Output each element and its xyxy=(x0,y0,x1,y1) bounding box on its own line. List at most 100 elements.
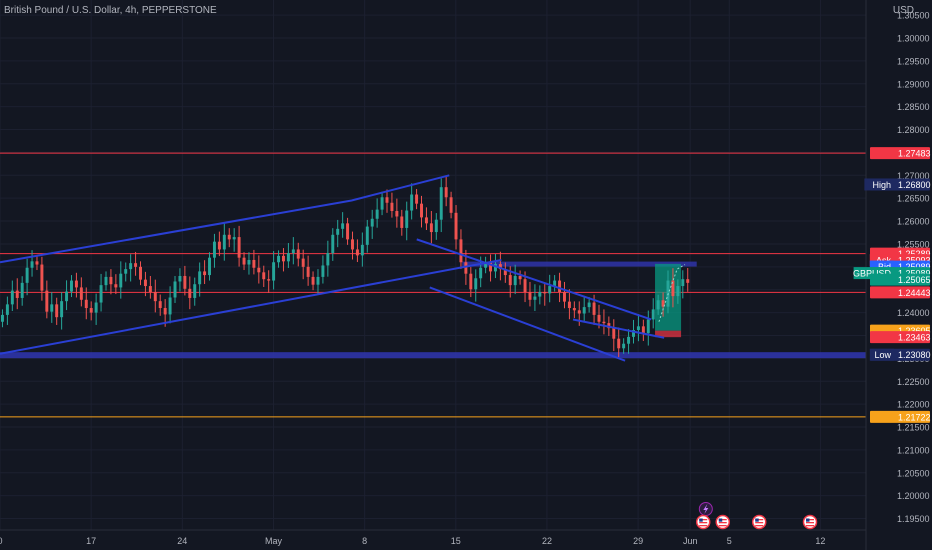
y-tick-label: 1.21500 xyxy=(897,423,930,433)
candle xyxy=(30,261,34,268)
price-badge xyxy=(870,147,930,160)
candle xyxy=(464,262,468,274)
candle xyxy=(424,217,428,224)
candle xyxy=(602,321,606,324)
candle xyxy=(277,255,281,263)
candle xyxy=(400,216,404,228)
candle xyxy=(686,279,690,283)
candle xyxy=(0,314,4,322)
candle xyxy=(109,276,113,285)
candle xyxy=(355,249,359,256)
candle xyxy=(627,336,631,344)
candle xyxy=(607,323,611,329)
candle xyxy=(168,297,172,315)
candle xyxy=(459,239,463,263)
x-tick-label: 15 xyxy=(451,536,461,546)
down-channel-upper-trendline xyxy=(416,238,652,321)
y-tick-label: 1.26000 xyxy=(897,217,930,227)
candle xyxy=(331,234,335,254)
y-tick-label: 1.19500 xyxy=(897,514,930,524)
x-tick-label: 8 xyxy=(362,536,367,546)
candle xyxy=(257,267,261,273)
candle xyxy=(341,223,345,229)
candle xyxy=(518,275,522,280)
candle xyxy=(474,278,478,290)
candle xyxy=(183,275,187,289)
candle xyxy=(134,263,138,267)
lightning-icon xyxy=(698,502,713,516)
candle xyxy=(681,279,685,287)
candle xyxy=(498,264,502,270)
candle xyxy=(572,308,576,311)
candle xyxy=(661,300,665,307)
candle xyxy=(567,301,571,309)
price-badge-tag xyxy=(864,178,894,191)
candle xyxy=(212,241,216,258)
candle xyxy=(632,329,635,337)
price-badge-value: 1.26800 xyxy=(898,180,931,190)
candle xyxy=(587,302,591,308)
x-tick-label: 12 xyxy=(815,536,825,546)
axis-currency: USD xyxy=(892,5,914,16)
us-flag-icon xyxy=(751,514,767,530)
candle xyxy=(420,203,423,218)
candle xyxy=(503,269,507,276)
candle xyxy=(375,209,379,219)
candle xyxy=(523,279,527,293)
candle xyxy=(35,261,39,265)
candle xyxy=(237,237,241,258)
price-badge xyxy=(870,410,930,423)
candle xyxy=(508,275,512,286)
candle xyxy=(94,302,98,313)
candle xyxy=(60,301,64,318)
candle xyxy=(548,286,552,294)
price-badge-value: 1.21722 xyxy=(898,412,931,422)
y-tick-label: 1.29000 xyxy=(897,79,930,89)
candle xyxy=(153,292,157,302)
candle xyxy=(301,258,305,267)
candle xyxy=(513,275,517,286)
candle xyxy=(553,280,557,287)
candle xyxy=(119,273,123,288)
candle xyxy=(336,228,340,235)
x-tick-label: 24 xyxy=(177,536,187,546)
us-flag-icon xyxy=(715,514,731,530)
candle xyxy=(178,275,182,282)
y-tick-label: 1.20500 xyxy=(897,468,930,478)
candle xyxy=(10,290,14,305)
candle xyxy=(163,308,167,315)
candle xyxy=(222,234,226,250)
candle xyxy=(528,292,532,300)
down-channel-lower-trendline xyxy=(429,286,626,362)
candle xyxy=(20,282,24,298)
candle xyxy=(385,197,389,203)
candle xyxy=(493,264,497,272)
candle xyxy=(429,223,433,233)
candle xyxy=(188,288,192,298)
candle xyxy=(306,266,310,277)
y-tick-label: 1.22500 xyxy=(897,377,930,387)
candle xyxy=(262,272,266,280)
candle xyxy=(114,284,118,288)
candle xyxy=(434,219,438,233)
resistance-zone xyxy=(462,261,697,267)
candle xyxy=(454,212,458,240)
candle xyxy=(267,279,271,281)
y-tick-label: 1.20000 xyxy=(897,491,930,501)
candle xyxy=(651,309,655,320)
support-lower-trendline xyxy=(572,318,665,339)
price-badge xyxy=(870,331,930,344)
y-tick-label: 1.30000 xyxy=(897,33,930,43)
candle xyxy=(646,319,650,334)
candle xyxy=(158,301,162,309)
candle xyxy=(139,266,142,280)
candle xyxy=(390,202,394,211)
candle xyxy=(622,343,626,349)
price-badge-tag-text: Low xyxy=(874,350,891,360)
candle xyxy=(656,300,660,310)
price-badge-value: 1.27483 xyxy=(898,149,931,159)
candle xyxy=(612,328,616,339)
price-badge-value: 1.23463 xyxy=(898,333,931,343)
position-loss-zone xyxy=(655,330,682,338)
